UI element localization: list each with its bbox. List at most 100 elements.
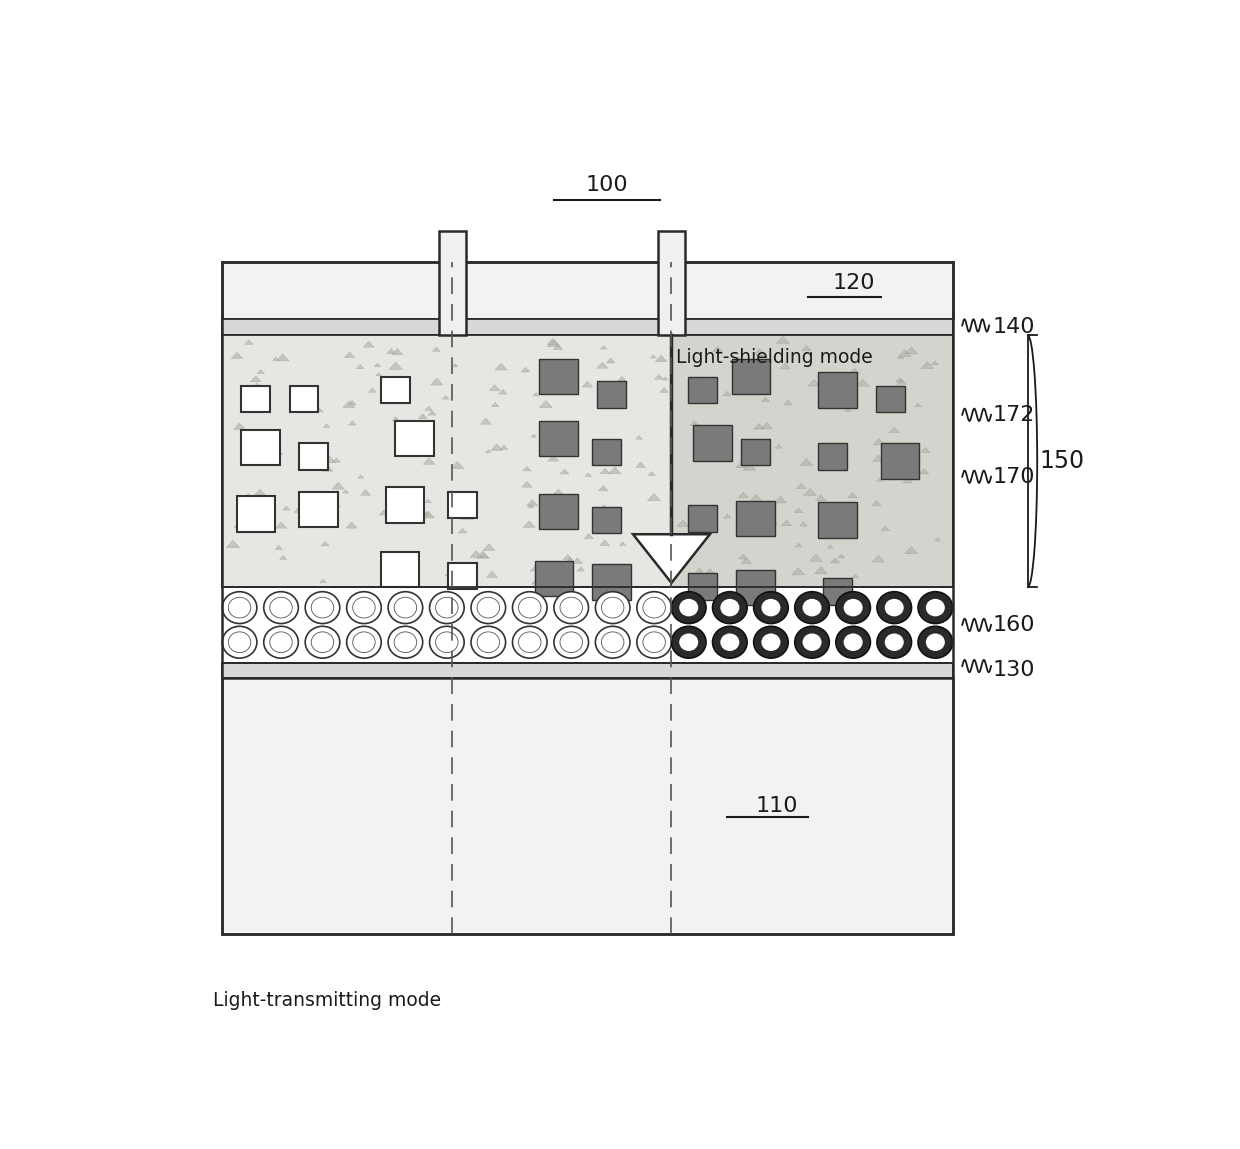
Polygon shape [577,566,585,571]
Polygon shape [903,478,913,483]
Polygon shape [332,483,345,489]
Polygon shape [776,337,790,344]
Circle shape [642,597,666,618]
Polygon shape [693,514,704,519]
Circle shape [512,626,547,658]
Polygon shape [872,501,882,506]
Polygon shape [899,453,908,458]
Polygon shape [599,485,609,491]
Circle shape [477,632,500,653]
Polygon shape [804,488,816,495]
Polygon shape [423,512,430,516]
Polygon shape [358,475,363,478]
Polygon shape [547,339,558,345]
Text: Light-shielding mode: Light-shielding mode [676,348,873,368]
Polygon shape [320,579,326,583]
Polygon shape [677,520,689,526]
Circle shape [270,597,293,618]
Polygon shape [750,494,761,500]
Polygon shape [244,494,253,499]
Polygon shape [737,501,775,535]
Polygon shape [430,378,443,385]
Polygon shape [448,563,477,589]
Polygon shape [396,421,434,456]
Polygon shape [754,423,764,429]
Polygon shape [491,444,502,450]
Polygon shape [299,444,327,470]
Polygon shape [523,520,536,527]
Polygon shape [596,381,626,408]
Polygon shape [848,493,857,498]
Polygon shape [738,492,749,498]
Circle shape [642,632,666,653]
Polygon shape [531,565,539,571]
Circle shape [926,599,945,616]
Polygon shape [381,552,419,587]
Polygon shape [299,492,337,527]
Polygon shape [838,554,844,558]
Polygon shape [920,447,930,453]
Polygon shape [376,372,382,376]
Circle shape [836,592,870,624]
Polygon shape [368,388,376,392]
Polygon shape [272,448,283,455]
Text: 140: 140 [993,317,1035,337]
Polygon shape [527,500,538,506]
Polygon shape [532,579,539,584]
Text: 130: 130 [993,661,1035,680]
Polygon shape [294,509,301,512]
Polygon shape [425,407,433,410]
Polygon shape [921,362,934,369]
Circle shape [671,592,706,624]
Polygon shape [521,368,529,372]
Polygon shape [660,387,668,392]
Polygon shape [324,424,330,427]
Polygon shape [572,558,583,563]
Polygon shape [381,377,409,403]
Circle shape [877,626,911,658]
Polygon shape [324,498,329,501]
Polygon shape [500,445,508,449]
Circle shape [918,592,952,624]
Polygon shape [279,555,286,560]
Polygon shape [332,457,341,462]
Polygon shape [723,392,732,396]
Circle shape [477,597,500,618]
Polygon shape [759,358,765,362]
Circle shape [884,599,904,616]
Polygon shape [345,352,355,357]
Polygon shape [596,362,608,368]
Polygon shape [761,398,770,402]
Polygon shape [713,346,722,352]
Circle shape [471,592,506,624]
Polygon shape [268,454,274,457]
Polygon shape [739,554,748,560]
Polygon shape [872,555,884,562]
Polygon shape [632,534,709,583]
Polygon shape [250,383,263,390]
Polygon shape [599,540,610,546]
Text: 172: 172 [993,404,1035,425]
Polygon shape [451,462,464,469]
Polygon shape [275,546,283,549]
Polygon shape [528,504,533,508]
Polygon shape [304,442,311,446]
Polygon shape [422,511,435,518]
Polygon shape [250,376,262,381]
Polygon shape [244,340,253,345]
Circle shape [601,597,624,618]
Text: 110: 110 [755,796,799,816]
Circle shape [352,632,376,653]
Polygon shape [486,571,497,578]
Polygon shape [558,364,564,368]
Polygon shape [480,418,491,424]
Polygon shape [548,455,559,461]
Polygon shape [582,381,593,387]
Polygon shape [523,466,531,471]
Polygon shape [560,469,569,475]
Polygon shape [237,496,275,532]
Polygon shape [636,435,642,439]
Polygon shape [671,336,952,587]
Polygon shape [498,390,507,394]
Polygon shape [830,378,837,383]
